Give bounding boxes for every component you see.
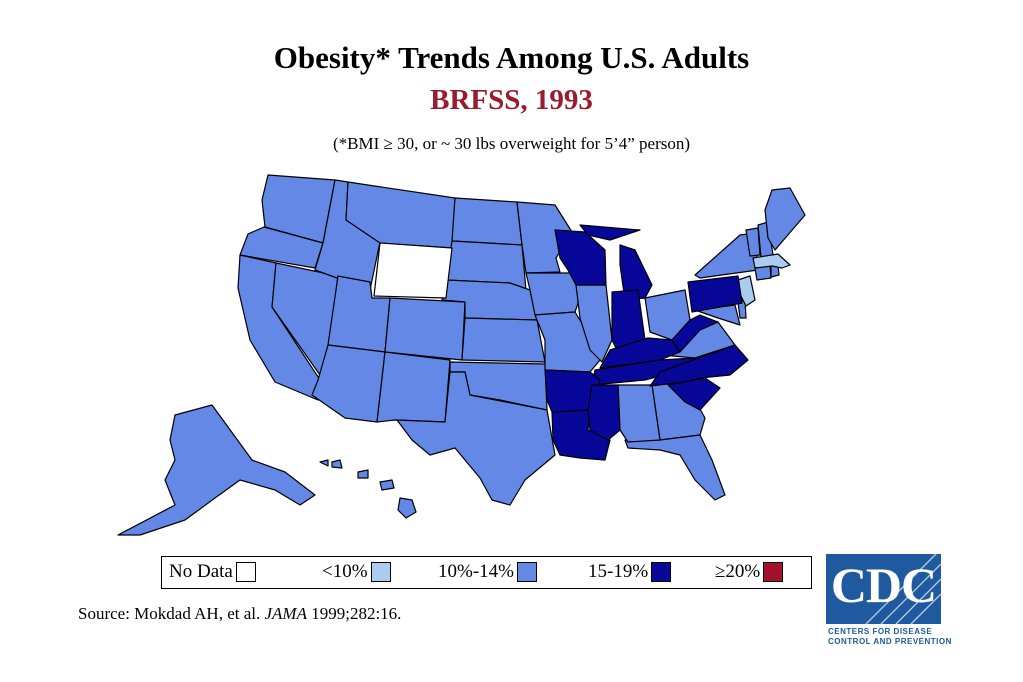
state-tx [396,371,556,506]
state-nc [649,344,749,387]
page-subtitle: BRFSS, 1993 [430,84,593,116]
legend-swatch [516,562,537,582]
state-vt [745,227,761,257]
source-prefix: Source: Mokdad AH, et al. [78,604,265,623]
cdc-logo-box: CDC [826,554,941,624]
state-wy [373,242,453,299]
legend-label: <10% [322,561,368,582]
state-wv [671,314,719,353]
state-fl [624,434,726,501]
state-ak [117,404,316,536]
state-ma [752,253,791,269]
cdc-logo-letters: CDC [830,557,937,613]
bmi-note: (*BMI ≥ 30, or ~ 30 lbs overweight for 5… [332,134,691,153]
cdc-logo-line2: CONTROL AND PREVENTION [828,637,952,646]
legend-swatch [370,562,391,582]
state-al [617,384,661,443]
state-mi [579,224,653,301]
state-me [764,187,806,251]
legend-label: 10%-14% [438,561,514,582]
state-or [239,226,324,269]
state-ks [461,317,546,363]
legend-label: ≥20% [715,561,761,582]
legend-swatch [763,562,784,582]
page-title: Obesity* Trends Among U.S. Adults [273,40,750,75]
legend-swatch [651,562,672,582]
state-mn [516,201,573,274]
source-citation: Source: Mokdad AH, et al. JAMA 1999;282:… [78,604,401,624]
map-legend: No Data <10% 10%-14% 15-19% ≥20% [161,556,812,589]
legend-item-20-plus: ≥20% [715,561,784,583]
cdc-logo: CDC CENTERS FOR DISEASE CONTROL AND PREV… [826,554,951,648]
source-citation-detail: 1999;282:16. [306,604,402,623]
state-co [384,297,466,361]
state-ms [587,384,621,441]
legend-label: 15-19% [588,561,649,582]
legend-item-no-data: No Data [169,561,256,583]
state-nm [376,351,451,423]
state-pa [687,275,743,313]
cdc-logo-line1: CENTERS FOR DISEASE [828,627,933,636]
cdc-logo-stripes [865,554,941,624]
state-hi [319,459,417,519]
state-nd [451,197,523,246]
state-sc [667,377,721,411]
source-journal: JAMA [264,604,307,623]
legend-item-10-14: 10%-14% [438,561,537,583]
legend-item-15-19: 15-19% [588,561,672,583]
legend-label: No Data [169,561,233,582]
legend-item-under-10: <10% [322,561,391,583]
legend-swatch [235,562,256,582]
